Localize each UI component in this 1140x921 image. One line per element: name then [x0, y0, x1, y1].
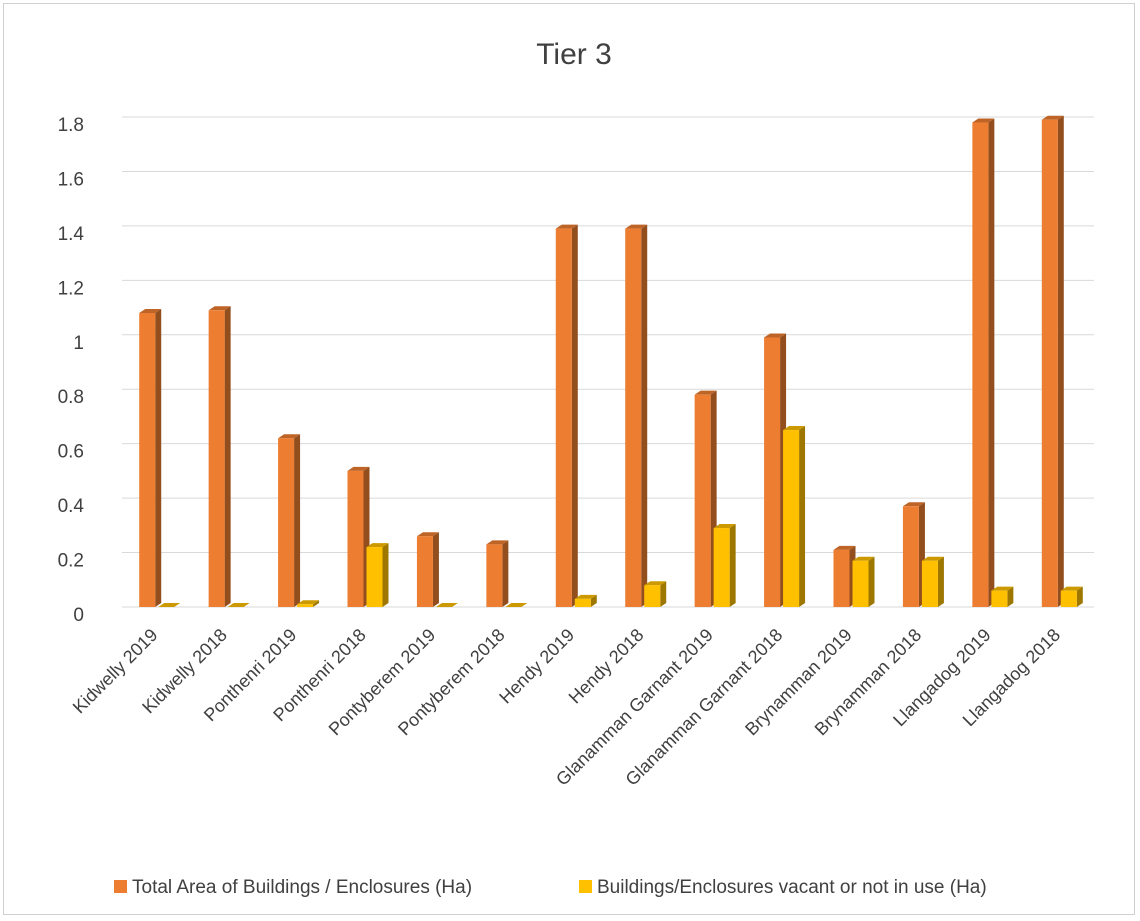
- y-tick-label: 0.2: [58, 551, 84, 572]
- y-tick-label: 0.8: [58, 387, 84, 408]
- y-tick-label: 0.4: [58, 496, 85, 517]
- bar-total-area-12: [972, 118, 995, 607]
- bar-vacant-1: [227, 603, 250, 607]
- bar-total-area-1: [208, 306, 231, 607]
- bar-total-area-11: [902, 502, 925, 607]
- bar-vacant-4: [435, 603, 458, 607]
- y-tick-label: 1: [73, 333, 84, 354]
- y-tick-label: 1.4: [58, 224, 85, 245]
- bar-total-area-5: [486, 540, 509, 607]
- bar-total-area-10: [833, 545, 856, 607]
- bar-vacant-7: [644, 581, 667, 607]
- bar-vacant-12: [991, 586, 1014, 607]
- y-tick-label: 1.6: [58, 169, 84, 190]
- bar-vacant-3: [366, 543, 389, 607]
- bar-chart: Tier 3 0 0.2 0.4 0.6 0.8 1 1.2 1.4 1.6 1.8 Kidwel…: [58, 38, 1094, 898]
- bar-total-area-7: [625, 224, 648, 607]
- bar-total-area-9: [764, 333, 787, 607]
- chart-title: Tier 3: [536, 38, 612, 71]
- bar-vacant-5: [505, 603, 528, 607]
- y-tick-label: 0.6: [58, 442, 84, 463]
- legend: Total Area of Buildings / Enclosures (Ha…: [114, 877, 987, 898]
- legend-swatch: [579, 880, 592, 893]
- bar-vacant-11: [921, 556, 944, 607]
- bar-vacant-10: [852, 556, 875, 607]
- y-tick-label: 1.8: [58, 115, 84, 136]
- legend-swatch: [114, 880, 127, 893]
- gridlines: [122, 116, 1094, 608]
- y-tick-label: 1.2: [58, 278, 84, 299]
- bar-total-area-6: [555, 224, 578, 607]
- bar-total-area-0: [139, 309, 162, 607]
- bar-vacant-0: [158, 603, 181, 607]
- bar-vacant-8: [713, 524, 736, 607]
- legend-label: Buildings/Enclosures vacant or not in us…: [597, 877, 987, 898]
- chart-area: Tier 3 0 0.2 0.4 0.6 0.8 1 1.2 1.4 1.6 1.8 Kidwel…: [3, 3, 1135, 915]
- bar-vacant-9: [783, 426, 806, 607]
- bar-vacant-13: [1060, 586, 1083, 607]
- y-axis-tick-labels: 0 0.2 0.4 0.6 0.8 1 1.2 1.4 1.6 1.8: [58, 115, 85, 626]
- bar-vacant-2: [297, 600, 320, 607]
- legend-label: Total Area of Buildings / Enclosures (Ha…: [132, 877, 472, 898]
- bar-total-area-4: [416, 532, 439, 607]
- bar-total-area-13: [1041, 115, 1064, 607]
- bar-total-area-3: [347, 466, 370, 607]
- bar-vacant-6: [574, 594, 597, 607]
- y-tick-label: 0: [73, 605, 84, 626]
- bars: [139, 115, 1083, 607]
- bar-total-area-8: [694, 390, 717, 607]
- bar-total-area-2: [278, 434, 301, 607]
